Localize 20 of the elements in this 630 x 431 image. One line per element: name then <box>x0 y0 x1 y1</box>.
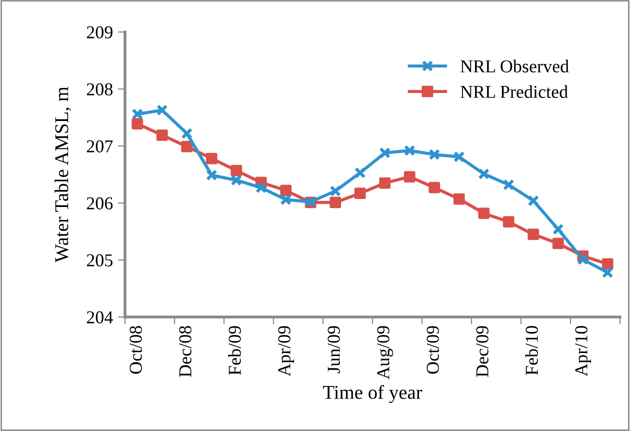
x-tick-label: Apr/10 <box>575 326 592 376</box>
x-tick-label: Oct/09 <box>426 326 439 374</box>
legend-label: NRL Observed <box>460 60 569 72</box>
x-tick-label: Apr/09 <box>278 326 294 376</box>
x-tick-label: Dec/09 <box>476 326 488 377</box>
y-tick-label: 208 <box>86 83 113 96</box>
x-tick-label: Oct/08 <box>130 326 142 374</box>
x-tick-label: Jun/09 <box>328 326 340 374</box>
y-axis-title: Water Table AMSL, m <box>54 86 72 262</box>
x-tick-label: Aug/09 <box>377 326 394 380</box>
y-tick-label: 206 <box>86 197 113 210</box>
x-tick-label: Feb/10 <box>525 326 538 375</box>
x-axis-title: Time of year <box>322 385 422 403</box>
y-tick-label: 204 <box>86 311 113 324</box>
legend-label: NRL Predicted <box>460 85 568 98</box>
x-tick-label: Dec/08 <box>179 326 192 377</box>
x-tick-label: Feb/09 <box>228 326 241 375</box>
y-tick-label: 205 <box>86 254 112 266</box>
y-tick-label: 209 <box>86 26 112 38</box>
y-tick-label: 207 <box>86 140 113 152</box>
